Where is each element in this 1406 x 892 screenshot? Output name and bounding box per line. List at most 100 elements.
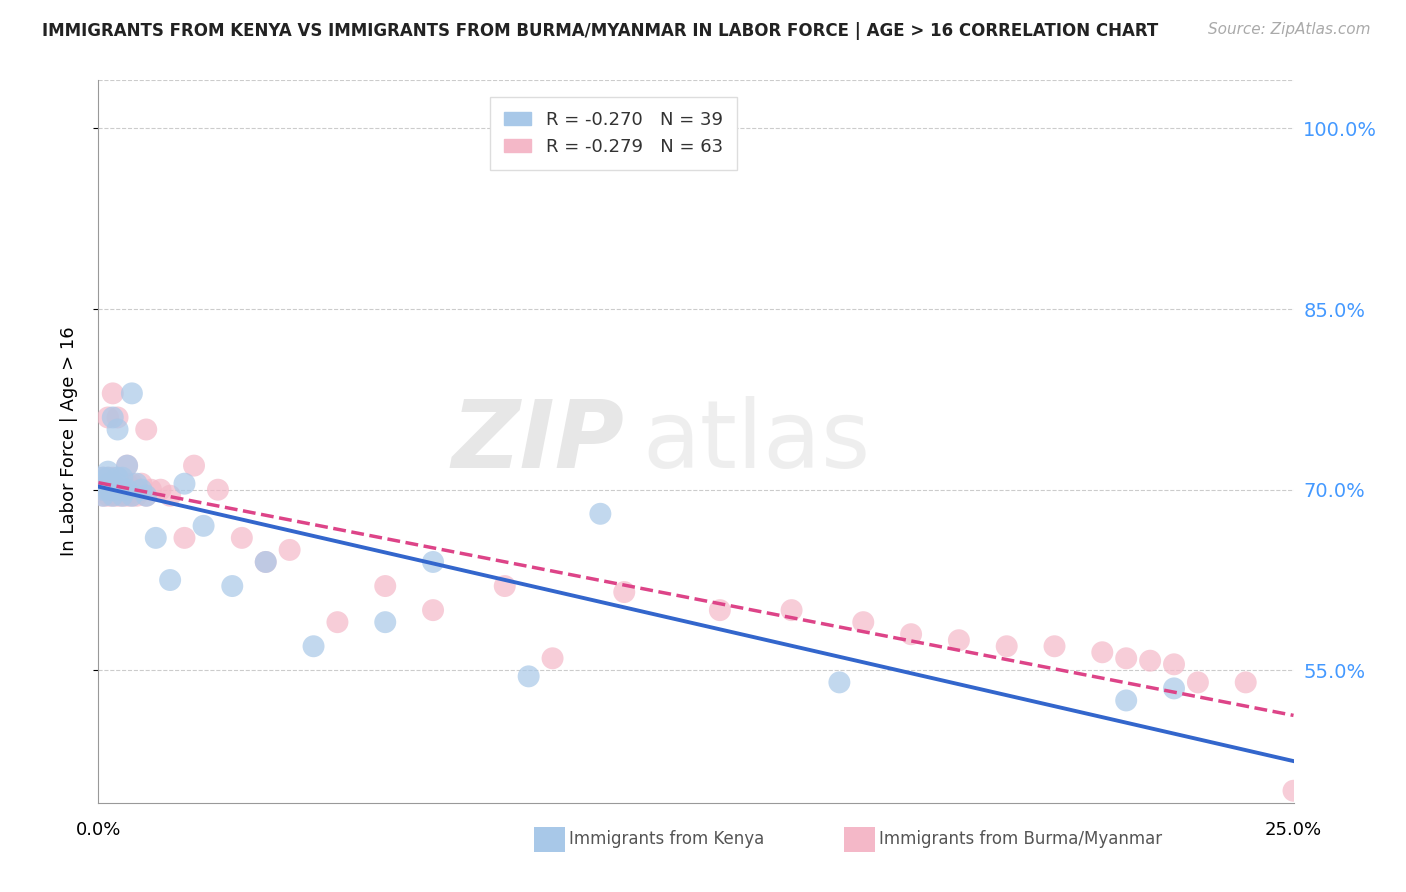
Point bbox=[121, 489, 143, 503]
Text: 0.0%: 0.0% bbox=[76, 821, 121, 838]
Point bbox=[948, 633, 970, 648]
Point bbox=[107, 476, 129, 491]
Point bbox=[145, 531, 167, 545]
Point bbox=[111, 483, 134, 497]
Point bbox=[111, 476, 134, 491]
Point bbox=[254, 555, 277, 569]
Point bbox=[125, 483, 148, 497]
Text: atlas: atlas bbox=[643, 395, 870, 488]
Point bbox=[115, 483, 138, 497]
Point bbox=[159, 489, 181, 503]
Point bbox=[121, 386, 143, 401]
Point bbox=[121, 483, 143, 497]
Point bbox=[97, 471, 120, 485]
Point bbox=[1043, 640, 1066, 654]
Point bbox=[115, 458, 138, 473]
Point bbox=[900, 627, 922, 641]
Point bbox=[422, 555, 444, 569]
Point bbox=[101, 483, 124, 497]
Point bbox=[1163, 681, 1185, 696]
Point bbox=[374, 615, 396, 630]
Text: 25.0%: 25.0% bbox=[1265, 821, 1322, 838]
Point bbox=[121, 476, 143, 491]
Point bbox=[135, 489, 157, 503]
Y-axis label: In Labor Force | Age > 16: In Labor Force | Age > 16 bbox=[59, 326, 77, 557]
Point bbox=[995, 640, 1018, 654]
Point bbox=[115, 458, 138, 473]
Point bbox=[111, 471, 134, 485]
Point bbox=[207, 483, 229, 497]
Point bbox=[589, 507, 612, 521]
Point bbox=[107, 483, 129, 497]
Point bbox=[97, 410, 120, 425]
Point bbox=[780, 603, 803, 617]
Point bbox=[852, 615, 875, 630]
Point bbox=[115, 483, 138, 497]
Point bbox=[1115, 693, 1137, 707]
Point bbox=[149, 483, 172, 497]
Point bbox=[91, 489, 114, 503]
Point bbox=[107, 471, 129, 485]
Point bbox=[97, 489, 120, 503]
Point bbox=[101, 476, 124, 491]
Point bbox=[1234, 675, 1257, 690]
Point bbox=[1115, 651, 1137, 665]
Point bbox=[101, 489, 124, 503]
Point bbox=[159, 573, 181, 587]
Point bbox=[107, 471, 129, 485]
Point bbox=[254, 555, 277, 569]
Point bbox=[101, 410, 124, 425]
Point bbox=[107, 476, 129, 491]
Point bbox=[107, 489, 129, 503]
Point bbox=[97, 476, 120, 491]
Point bbox=[374, 579, 396, 593]
Point bbox=[131, 483, 153, 497]
Point bbox=[107, 483, 129, 497]
Point bbox=[121, 489, 143, 503]
Point bbox=[97, 476, 120, 491]
Point bbox=[91, 471, 114, 485]
Point bbox=[135, 489, 157, 503]
Point bbox=[125, 476, 148, 491]
Point bbox=[494, 579, 516, 593]
Point bbox=[91, 471, 114, 485]
Text: Immigrants from Burma/Myanmar: Immigrants from Burma/Myanmar bbox=[879, 830, 1161, 848]
Point bbox=[828, 675, 851, 690]
Point bbox=[125, 489, 148, 503]
Point bbox=[91, 483, 114, 497]
Point bbox=[517, 669, 540, 683]
Point bbox=[709, 603, 731, 617]
Point bbox=[97, 483, 120, 497]
Point bbox=[231, 531, 253, 545]
Point bbox=[107, 423, 129, 437]
Point bbox=[173, 531, 195, 545]
Text: ZIP: ZIP bbox=[451, 395, 624, 488]
Point bbox=[326, 615, 349, 630]
Point bbox=[221, 579, 243, 593]
Point bbox=[115, 476, 138, 491]
Point bbox=[1282, 784, 1305, 798]
Point bbox=[111, 489, 134, 503]
Point bbox=[115, 489, 138, 503]
Point bbox=[97, 483, 120, 497]
Point bbox=[101, 471, 124, 485]
Point bbox=[97, 471, 120, 485]
Point bbox=[97, 465, 120, 479]
Point bbox=[1139, 654, 1161, 668]
Point bbox=[91, 489, 114, 503]
Point bbox=[131, 476, 153, 491]
Point bbox=[91, 483, 114, 497]
Point bbox=[278, 542, 301, 557]
Point bbox=[173, 476, 195, 491]
Point bbox=[1163, 657, 1185, 672]
Point bbox=[1091, 645, 1114, 659]
Point bbox=[541, 651, 564, 665]
Point bbox=[107, 410, 129, 425]
Point bbox=[111, 489, 134, 503]
Point bbox=[101, 483, 124, 497]
Point bbox=[1187, 675, 1209, 690]
Point bbox=[613, 585, 636, 599]
Point bbox=[302, 640, 325, 654]
Point bbox=[101, 489, 124, 503]
Point bbox=[91, 476, 114, 491]
